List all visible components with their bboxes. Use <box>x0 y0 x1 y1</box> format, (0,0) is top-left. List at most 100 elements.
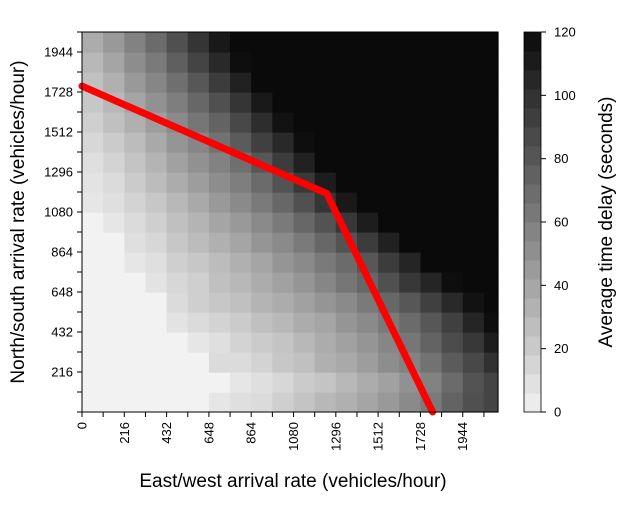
heatmap-cell <box>441 392 464 413</box>
heatmap-cell <box>462 252 485 273</box>
heatmap-cell <box>462 72 485 93</box>
heatmap-cell <box>166 192 189 213</box>
heatmap-cell <box>378 272 400 293</box>
heatmap-cell <box>208 32 231 53</box>
heatmap-cell <box>187 32 210 53</box>
heatmap-cell <box>145 32 168 53</box>
y-tick-label: 1728 <box>44 85 73 100</box>
heatmap-cell <box>187 192 210 213</box>
heatmap-cell <box>356 112 379 133</box>
heatmap-cell <box>399 192 422 213</box>
heatmap-cell <box>335 112 358 133</box>
heatmap-cell <box>399 92 422 113</box>
heatmap-cell <box>251 72 273 93</box>
heatmap-cell <box>251 312 273 333</box>
heatmap-cell <box>356 32 379 53</box>
heatmap-cell <box>356 92 379 113</box>
heatmap-cell <box>124 112 147 133</box>
heatmap-cell <box>251 272 273 293</box>
heatmap-cell <box>378 32 400 53</box>
heatmap-cell <box>145 332 168 353</box>
series-line <box>78 82 437 416</box>
x-tick-label: 216 <box>117 422 132 444</box>
heatmap-cell <box>378 252 400 273</box>
colorbar-tick-label: 100 <box>554 88 576 103</box>
x-axis-ticks: 0 216 432 648 864 1080 1296 1512 1728 1944 <box>75 412 485 451</box>
heatmap-cell <box>335 152 358 173</box>
heatmap-cell <box>399 312 422 333</box>
y-tick-label: 1296 <box>44 165 73 180</box>
heatmap-cell <box>251 92 273 113</box>
heatmap-cell <box>103 312 125 333</box>
heatmap-cell <box>420 372 443 393</box>
heatmap-cell <box>145 72 168 93</box>
heatmap-cell <box>462 52 485 73</box>
heatmap-cell <box>230 292 252 313</box>
heatmap-cell <box>187 392 210 413</box>
heatmap-cell <box>399 272 422 293</box>
heatmap-cell <box>399 152 422 173</box>
heatmap-cell <box>335 292 358 313</box>
heatmap-cell <box>166 52 189 73</box>
heatmap-cell <box>251 252 273 273</box>
heatmap-cell <box>82 272 104 293</box>
heatmap-cell <box>208 52 231 73</box>
heatmap-cell <box>230 172 252 193</box>
heatmap-cell <box>82 392 104 413</box>
heatmap-cell <box>441 132 464 153</box>
plot-frame <box>81 31 499 413</box>
heatmap-cell <box>293 92 316 113</box>
heatmap-cell <box>82 152 104 173</box>
heatmap-cell <box>399 72 422 93</box>
heatmap-cell <box>103 332 125 353</box>
colorbar-swatch <box>524 127 541 147</box>
heatmap-cell <box>230 212 252 233</box>
heatmap-cell <box>441 52 464 73</box>
heatmap-cell <box>314 52 337 73</box>
heatmap-cell <box>420 272 443 293</box>
heatmap-cell <box>314 212 337 233</box>
heatmap-cell <box>462 312 485 333</box>
heatmap-cell <box>441 232 464 253</box>
heatmap-cell <box>293 152 316 173</box>
heatmap-cell <box>208 112 231 133</box>
heatmap-cell <box>293 372 316 393</box>
heatmap-cell <box>103 132 125 153</box>
heatmap-cell <box>378 92 400 113</box>
heatmap-cell <box>166 352 189 373</box>
heatmap-cell <box>208 192 231 213</box>
heatmap-cell <box>166 72 189 93</box>
x-tick-label: 1296 <box>328 422 343 451</box>
heatmap-cell <box>441 312 464 333</box>
heatmap-cell <box>483 392 499 413</box>
heatmap-cell <box>335 252 358 273</box>
heatmap-cell <box>187 232 210 253</box>
heatmap-cell <box>314 352 337 373</box>
heatmap-cell <box>251 212 273 233</box>
heatmap-cell <box>441 152 464 173</box>
colorbar-swatch <box>524 393 541 413</box>
heatmap-cell <box>272 32 295 53</box>
heatmap-cell <box>335 32 358 53</box>
heatmap-cell <box>124 352 147 373</box>
heatmap-cell <box>82 332 104 353</box>
overlay-line-layer <box>78 82 437 416</box>
colorbar-swatch <box>524 298 541 318</box>
x-tick-label: 1512 <box>371 422 386 451</box>
heatmap-cell <box>356 232 379 253</box>
heatmap-cell <box>187 292 210 313</box>
heatmap-cell <box>251 392 273 413</box>
heatmap-cell <box>356 172 379 193</box>
y-tick-label: 648 <box>51 285 73 300</box>
heatmap-cell <box>356 192 379 213</box>
heatmap-cell <box>251 112 273 133</box>
heatmap-cell <box>145 372 168 393</box>
heatmap-cell <box>483 132 499 153</box>
heatmap-cell <box>166 332 189 353</box>
heatmap-cell <box>335 272 358 293</box>
heatmap-cell <box>230 132 252 153</box>
heatmap-cell <box>483 192 499 213</box>
heatmap-cell <box>314 292 337 313</box>
heatmap-cell <box>420 212 443 233</box>
heatmap-cell <box>187 372 210 393</box>
